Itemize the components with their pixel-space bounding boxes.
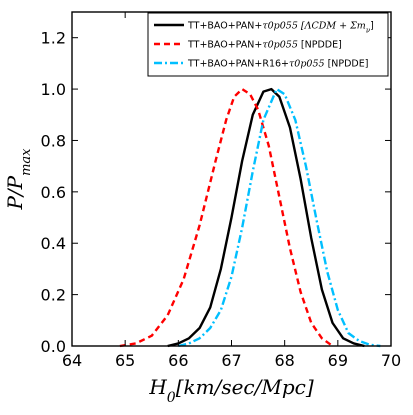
legend-entry: TT+BAO+PAN+τ0p055 [NPDDE] — [187, 40, 342, 51]
x-tick-label: 70 — [381, 351, 401, 370]
x-tick-label: 67 — [221, 351, 241, 370]
y-tick-label: 0.6 — [41, 183, 66, 202]
x-tick-label: 68 — [274, 351, 294, 370]
x-tick-label: 66 — [168, 351, 188, 370]
series-line-1 — [167, 87, 365, 348]
y-tick-label: 1.0 — [41, 80, 66, 99]
plot-lines — [119, 87, 381, 348]
y-tick-label: 0.8 — [41, 131, 66, 150]
x-axis-label: H0[km/sec/Mpc] — [148, 375, 314, 406]
y-axis-label: P/Pmax — [3, 148, 34, 211]
y-tick-label: 1.2 — [41, 29, 66, 48]
legend-box — [147, 12, 389, 77]
y-tick-label: 0.2 — [41, 286, 66, 305]
x-tick-label: 69 — [328, 351, 348, 370]
legend-entry: TT+BAO+PAN+τ0p055 [ΛCDM + Σmν] — [187, 21, 374, 35]
x-tick-label: 64 — [62, 351, 82, 370]
x-tick-label: 65 — [115, 351, 135, 370]
y-tick-label: 0.4 — [41, 234, 66, 253]
legend-entry: TT+BAO+PAN+R16+τ0p055 [NPDDE] — [187, 59, 368, 70]
y-tick-label: 0.0 — [41, 337, 66, 356]
series-line-3 — [178, 87, 381, 348]
series-line-2 — [119, 87, 334, 348]
axis-ticks: 64 65 66 67 68 69 70 0.0 0.2 0.4 0.6 0.8 1.0 1.2 — [41, 12, 401, 370]
legend: TT+BAO+PAN+τ0p055 [ΛCDM + Σmν] TT+BAO+PAN… — [147, 12, 389, 77]
